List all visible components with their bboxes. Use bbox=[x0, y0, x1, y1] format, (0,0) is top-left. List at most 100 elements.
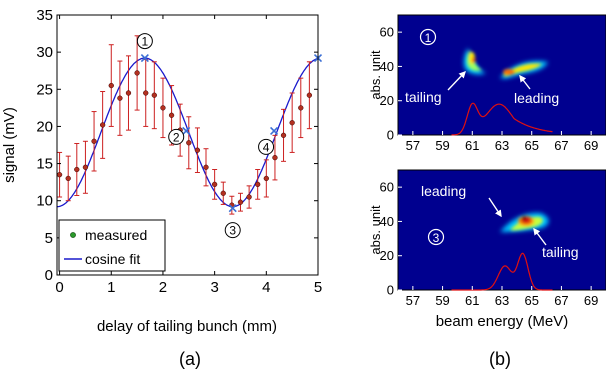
y-tick-label-b: 40 bbox=[380, 214, 394, 229]
marker-circle-1 bbox=[136, 33, 153, 50]
panel-a-plot-area: 1 2 3 4 bbox=[56, 33, 323, 239]
panel-a-legend: measured cosine fit bbox=[58, 219, 166, 272]
data-point bbox=[289, 120, 295, 126]
panel-a-y-axis-label: signal (mV) bbox=[1, 107, 18, 183]
data-point bbox=[99, 122, 106, 128]
panel-b-ticks: 57 59 61 63 65 67 69 0 20 40 60 57 59 61 63 65 67 69 0 20 40… bbox=[380, 25, 599, 308]
y-tick-label-b: 20 bbox=[380, 248, 394, 263]
panel-b-label: (b) bbox=[489, 349, 511, 369]
y-tick-label-b: 0 bbox=[387, 128, 394, 143]
data-point bbox=[246, 194, 252, 200]
spectrum-lineout-3 bbox=[451, 252, 553, 291]
legend-point-symbol bbox=[70, 232, 76, 238]
panel-a-ticks: 0 1 2 3 4 5 0 5 10 15 20 25 30 35 bbox=[36, 7, 322, 296]
y-tick-label-b: 60 bbox=[380, 25, 394, 40]
x-tick-label-b: 59 bbox=[435, 293, 449, 308]
data-point bbox=[125, 90, 132, 96]
heatmap-background-1 bbox=[398, 15, 606, 135]
y-tick-label-b: 40 bbox=[380, 59, 394, 74]
x-tick-label-b: 65 bbox=[524, 138, 538, 153]
y-tick-label: 15 bbox=[36, 156, 53, 173]
data-point bbox=[263, 175, 269, 182]
x-tick-label-b: 63 bbox=[495, 138, 509, 153]
x-tick-label-b: 65 bbox=[524, 293, 538, 308]
y-tick-label-b: 60 bbox=[380, 180, 394, 195]
data-point bbox=[220, 190, 226, 196]
data-point bbox=[108, 82, 114, 89]
arrow-tailing-1 bbox=[447, 70, 466, 91]
spectrum-image-1: 1 tailing leading abs. unit bbox=[368, 14, 606, 136]
marker-label-4: 4 bbox=[263, 140, 270, 154]
marker-circle-2 bbox=[168, 128, 185, 145]
x-tick-label-b: 61 bbox=[465, 138, 479, 153]
legend-entry-cosine-fit: cosine fit bbox=[85, 251, 140, 267]
annotation-tailing-1: tailing bbox=[405, 89, 442, 105]
fit-marker-x bbox=[270, 126, 279, 135]
data-point bbox=[280, 132, 287, 138]
x-tick-label: 0 bbox=[55, 279, 63, 296]
data-point bbox=[56, 172, 63, 178]
x-tick-label-b: 67 bbox=[554, 293, 568, 308]
x-tick-label-b: 67 bbox=[554, 138, 568, 153]
spectrum-lineout-1 bbox=[451, 102, 553, 136]
x-tick-label: 5 bbox=[314, 279, 322, 296]
y-tick-label: 30 bbox=[36, 44, 53, 61]
panel-a-line-chart: 1 2 3 4 0 1 2 3 4 5 0 5 10 15 20 25 30 35 signal (mV) de… bbox=[1, 7, 322, 369]
panel-a-x-axis-label: delay of tailing bunch (mm) bbox=[97, 318, 277, 335]
marker-label-2: 2 bbox=[173, 130, 180, 144]
fit-marker-x bbox=[228, 204, 237, 213]
x-tick-label-b: 59 bbox=[435, 138, 449, 153]
data-point bbox=[134, 70, 140, 76]
panel-b-spectra: 1 tailing leading abs. unit 3 leading bbox=[368, 14, 606, 369]
marker-circle-b3 bbox=[427, 228, 445, 246]
panel-a-axes-frame bbox=[56, 14, 319, 276]
data-point bbox=[91, 138, 97, 144]
data-point bbox=[298, 105, 304, 111]
annotation-leading-3: leading bbox=[421, 183, 466, 199]
cosine-fit-line bbox=[56, 57, 318, 208]
y-tick-label: 10 bbox=[36, 193, 53, 210]
spectrum-image-3: 3 leading tailing abs. unit bbox=[368, 169, 606, 291]
y-tick-label: 5 bbox=[45, 230, 53, 247]
data-point bbox=[255, 181, 261, 188]
x-tick-label-b: 63 bbox=[495, 293, 509, 308]
data-point bbox=[272, 154, 278, 161]
data-point bbox=[211, 181, 218, 188]
data-point bbox=[186, 140, 192, 146]
data-point bbox=[160, 105, 166, 111]
data-point bbox=[117, 95, 123, 101]
arrow-tailing-3 bbox=[533, 227, 547, 246]
marker-circle-3 bbox=[224, 222, 241, 239]
x-tick-label: 4 bbox=[262, 279, 270, 296]
data-point bbox=[74, 166, 80, 173]
x-tick-label: 3 bbox=[210, 279, 218, 296]
data-point bbox=[143, 90, 149, 96]
arrow-leading-3 bbox=[488, 197, 502, 218]
data-point bbox=[168, 112, 175, 118]
heatmap-blob-leading-1 bbox=[466, 50, 542, 77]
y-tick-label: 0 bbox=[45, 267, 53, 284]
data-point bbox=[306, 92, 313, 98]
x-tick-label-b: 69 bbox=[584, 293, 598, 308]
marker-circle-b1 bbox=[419, 28, 437, 46]
annotation-leading-1: leading bbox=[514, 90, 559, 106]
y-tick-label-b: 0 bbox=[387, 283, 394, 298]
legend-box bbox=[58, 219, 166, 272]
panel-a-label: (a) bbox=[179, 349, 201, 369]
y-tick-label: 20 bbox=[36, 118, 53, 135]
arrow-leading-1 bbox=[519, 74, 531, 90]
y-tick-label-b: 20 bbox=[380, 93, 394, 108]
x-tick-label-b: 61 bbox=[465, 293, 479, 308]
marker-label-3: 3 bbox=[229, 224, 236, 238]
fit-marker-x bbox=[182, 126, 191, 135]
marker-label-b3: 3 bbox=[433, 231, 440, 245]
data-point bbox=[194, 147, 201, 153]
fit-marker-x bbox=[140, 54, 149, 63]
y-axis-label-b1: abs. unit bbox=[368, 50, 383, 100]
x-tick-label-b: 57 bbox=[406, 293, 420, 308]
y-tick-label: 25 bbox=[36, 81, 53, 98]
marker-label-1: 1 bbox=[142, 35, 149, 49]
x-tick-label: 2 bbox=[159, 279, 167, 296]
x-tick-label: 1 bbox=[107, 279, 115, 296]
